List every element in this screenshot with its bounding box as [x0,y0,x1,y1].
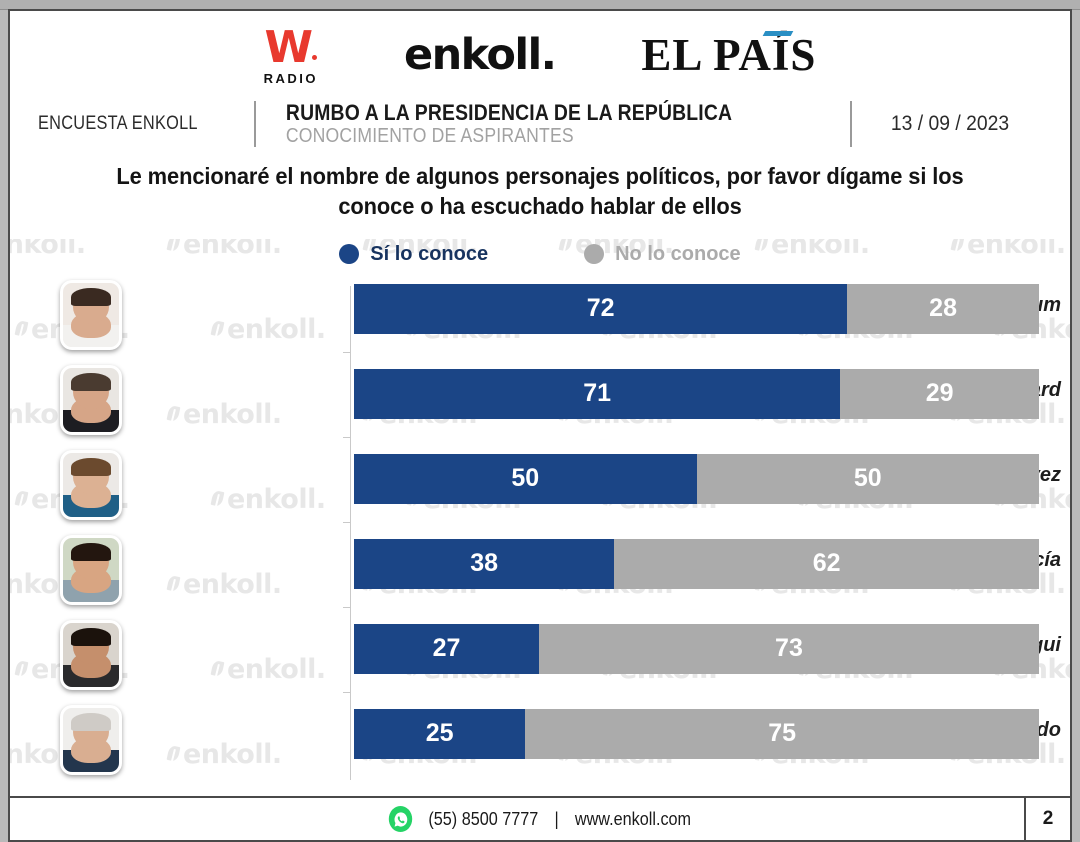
survey-date: 13 / 09 / 2023 [890,112,1010,135]
portrait-image [63,707,119,772]
chart-axis-line [350,285,351,780]
portrait-image [63,282,119,347]
bar-segment-no: 50 [696,453,1039,504]
bar-segment-yes: 72 [354,283,848,334]
bar-group: 72 28 [354,283,1039,334]
axis-tick [343,521,351,523]
bar-segment-no: 73 [538,623,1039,674]
page-subtitle: CONOCIMIENTO DE ASPIRANTES [285,124,574,147]
chart-row: Xóchitl Gálvez5050 [10,449,1070,520]
axis-tick [343,436,351,438]
el-pais-text: EL PAÍS [641,30,817,80]
portrait-image [63,622,119,687]
legend-item-no: No lo conoce [584,243,741,266]
footer-phone: (55) 8500 7777 [428,808,539,829]
legend-dot-no [584,244,605,265]
axis-tick [343,351,351,353]
bar-group: 25 75 [354,708,1039,759]
bar-group: 38 62 [354,538,1039,589]
marcelo-ebrard-portrait [60,364,122,435]
bar-segment-no: 29 [840,368,1039,419]
portrait-image [63,452,119,517]
bar-segment-yes: 71 [354,368,841,419]
header-title-group: RUMBO A LA PRESIDENCIA DE LA REPÚBLICA C… [256,100,779,149]
stacked-bar-chart: Claudia Sheinbaum7228 Marcelo Ebrard7129 X… [10,279,1070,786]
w-radio-dot [312,54,318,60]
legend-item-yes: Sí lo conoce [339,243,488,266]
bar-group: 71 29 [354,368,1039,419]
w-radio-logo: W RADIO [263,25,319,86]
el-pais-logo: EL PAÍS [641,29,816,81]
chart-row: Claudia Sheinbaum7228 [10,279,1070,350]
eduardo-verastegui-portrait [60,619,122,690]
legend-dot-yes [339,244,360,265]
chart-row: Samuel García3862 [10,534,1070,605]
claudia-sheinbaum-portrait [60,279,122,350]
footer-contact: (55) 8500 7777 | www.enkoll.com [388,806,692,832]
slide-page: enkoll.enkoll.enkoll.enkoll.enkoll.enkol… [8,9,1072,842]
xochitl-galvez-portrait [60,449,122,520]
chart-legend: Sí lo conoce No lo conoce [10,243,1070,266]
bar-group: 50 50 [354,453,1039,504]
chart-row: Dante Delgado2575 [10,704,1070,775]
legend-label-no: No lo conoce [615,242,741,265]
bar-segment-yes: 38 [354,538,615,589]
legend-label-yes: Sí lo conoce [370,242,489,265]
el-pais-accent [763,31,794,36]
samuel-garcia-portrait [60,534,122,605]
bar-segment-yes: 27 [354,623,539,674]
axis-tick [343,691,351,693]
page-number: 2 [1024,798,1070,840]
bar-segment-no: 28 [847,283,1039,334]
dante-delgado-portrait [60,704,122,775]
w-radio-sublabel: RADIO [263,70,319,86]
bar-segment-no: 75 [525,708,1039,759]
whatsapp-icon [388,806,413,832]
bar-segment-yes: 25 [354,708,526,759]
portrait-image [63,367,119,432]
page-title: RUMBO A LA PRESIDENCIA DE LA REPÚBLICA [285,99,733,125]
question-text: Le mencionaré el nombre de algunos perso… [116,163,964,220]
portrait-image [63,537,119,602]
chart-row: Eduardo Verástegui2773 [10,619,1070,690]
bar-segment-no: 62 [614,538,1039,589]
bar-group: 27 73 [354,623,1039,674]
footer-website: www.enkoll.com [574,808,692,829]
axis-tick [343,606,351,608]
footer-separator: | [554,808,559,829]
footer-bar: (55) 8500 7777 | www.enkoll.com 2 [10,796,1070,840]
survey-label: ENCUESTA ENKOLL [38,113,198,134]
header-divider-right [850,101,852,147]
header-bar: ENCUESTA ENKOLL RUMBO A LA PRESIDENCIA D… [10,95,1070,153]
w-radio-letter: W [264,21,314,73]
header-divider-left [254,101,256,147]
chart-row: Marcelo Ebrard7129 [10,364,1070,435]
bar-segment-yes: 50 [354,453,697,504]
logo-bar: W RADIO enkoll. EL PAÍS [10,11,1070,95]
enkoll-logo: enkoll. [404,30,557,80]
